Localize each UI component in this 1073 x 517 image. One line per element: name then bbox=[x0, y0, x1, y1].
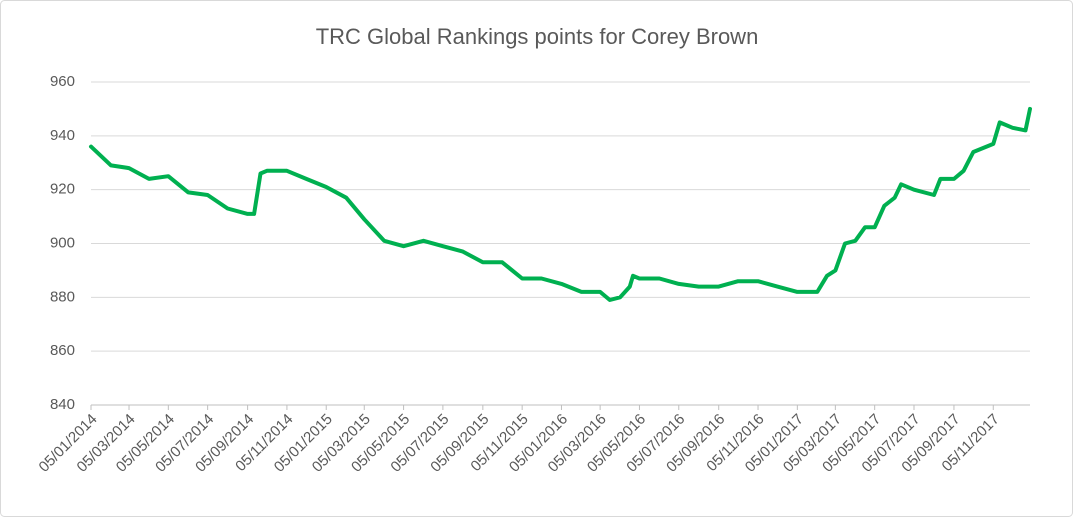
line bbox=[89, 106, 1032, 302]
y-tick-label: 880 bbox=[50, 288, 75, 305]
y-tick-label: 960 bbox=[50, 73, 75, 90]
y-tick-label: 860 bbox=[50, 342, 75, 359]
y-tick-label: 940 bbox=[50, 127, 75, 144]
y-tick-label: 920 bbox=[50, 181, 75, 198]
y-tick-label: 900 bbox=[50, 234, 75, 251]
chart-title: TRC Global Rankings points for Corey Bro… bbox=[316, 24, 759, 49]
y-tick-label: 840 bbox=[50, 396, 75, 413]
